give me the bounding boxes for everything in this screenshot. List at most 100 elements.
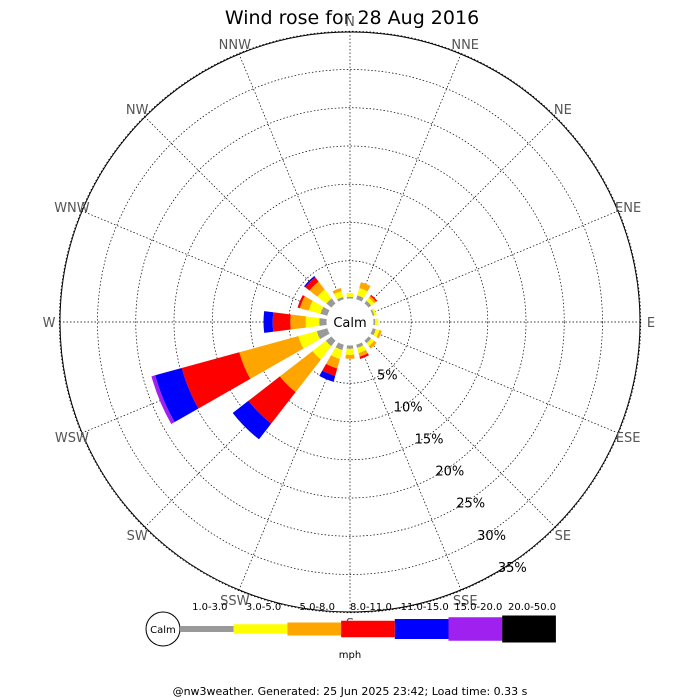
bar-sw-bin-5 bbox=[232, 400, 272, 440]
calm-circle bbox=[326, 298, 374, 346]
legend-swatch-5 bbox=[394, 619, 449, 639]
calm-center: Calm bbox=[326, 298, 374, 346]
legend-label-6: 15.0-20.0 bbox=[454, 602, 502, 613]
bar-wnw-bin-1 bbox=[320, 306, 331, 316]
grid-ring-4 bbox=[173, 145, 527, 499]
wind-bars bbox=[151, 276, 382, 440]
legend-swatch-1 bbox=[180, 626, 234, 632]
bar-ene-bin-2 bbox=[371, 308, 377, 316]
spoke-se bbox=[366, 338, 556, 528]
bar-sse-bin-4 bbox=[359, 353, 369, 359]
bar-s-bin-3 bbox=[345, 354, 355, 359]
legend-swatch-2 bbox=[233, 624, 288, 634]
legend-swatch-3 bbox=[287, 622, 342, 636]
grid-ring-1 bbox=[288, 260, 412, 384]
bar-w-bin-2 bbox=[305, 316, 320, 328]
grid-ring-6 bbox=[97, 69, 603, 575]
bar-se-bin-3 bbox=[368, 340, 377, 349]
legend-swatch-4 bbox=[341, 620, 395, 638]
spoke-ssw bbox=[238, 343, 342, 591]
bar-sse-bin-2 bbox=[357, 345, 366, 354]
bar-nw-bin-2 bbox=[317, 289, 332, 304]
calm-label: Calm bbox=[333, 316, 366, 331]
speed-legend: Calm 1.0-3.0 3.0-5.0 5.0-8.0 8.0-11.0 11.0-15… bbox=[145, 602, 556, 661]
bar-nw-bin-4 bbox=[305, 277, 319, 291]
bar-wsw-bin-1 bbox=[316, 328, 331, 340]
spoke-nw bbox=[144, 116, 334, 306]
bar-nw-bin-5 bbox=[304, 276, 316, 288]
direction-label-n: N bbox=[345, 15, 355, 30]
ring-labels: 5% 10% 15% 20% 25% 30% 35% bbox=[377, 368, 527, 575]
bar-ssw-bin-4 bbox=[322, 363, 338, 376]
direction-label-ese: ESE bbox=[616, 431, 641, 446]
bar-ssw-bin-5 bbox=[319, 370, 336, 382]
ring-label-7: 35% bbox=[498, 561, 527, 576]
legend-calm-label: Calm bbox=[150, 625, 176, 636]
direction-label-sse: SSE bbox=[453, 594, 478, 609]
bar-wsw-bin-5 bbox=[155, 368, 199, 423]
grid-ring-2 bbox=[250, 222, 450, 422]
legend-label-3: 5.0-8.0 bbox=[300, 602, 335, 613]
bar-nnw-bin-2 bbox=[334, 290, 344, 300]
spoke-sse bbox=[358, 343, 462, 591]
ring-label-4: 20% bbox=[435, 465, 464, 480]
bar-sw-bin-1 bbox=[325, 336, 336, 347]
bar-nne-bin-3 bbox=[359, 282, 371, 292]
bar-nnw-bin-1 bbox=[337, 296, 344, 303]
bar-sse-bin-1 bbox=[356, 341, 364, 348]
bar-wsw-bin-2 bbox=[298, 331, 321, 349]
legend-label-2: 3.0-5.0 bbox=[246, 602, 281, 613]
bar-w-bin-4 bbox=[272, 312, 291, 332]
ring-label-5: 25% bbox=[456, 497, 485, 512]
direction-label-ssw: SSW bbox=[220, 594, 250, 609]
bar-sw-bin-3 bbox=[279, 351, 321, 393]
bar-sse-bin-3 bbox=[358, 349, 368, 357]
legend-label-5: 11.0-15.0 bbox=[401, 602, 449, 613]
direction-label-w: W bbox=[43, 316, 56, 331]
bar-ssw-bin-3 bbox=[326, 355, 340, 369]
spoke-ese bbox=[371, 330, 619, 434]
bar-w-bin-1 bbox=[319, 318, 328, 326]
bar-wsw-bin-6 bbox=[151, 375, 175, 424]
bar-w-bin-3 bbox=[290, 314, 306, 330]
ring-label-1: 5% bbox=[377, 368, 398, 383]
bar-nw-bin-3 bbox=[309, 281, 325, 297]
legend-unit: mph bbox=[339, 650, 361, 661]
bar-ene-bin-1 bbox=[369, 309, 375, 316]
bar-sw-bin-4 bbox=[248, 376, 296, 424]
legend-label-1: 1.0-3.0 bbox=[192, 602, 227, 613]
bar-s-bin-2 bbox=[345, 348, 355, 355]
spoke-ne bbox=[366, 116, 556, 306]
legend-label-4: 8.0-11.0 bbox=[350, 602, 392, 613]
bar-wsw-bin-4 bbox=[181, 352, 251, 409]
ring-label-2: 10% bbox=[394, 400, 423, 415]
direction-label-wsw: WSW bbox=[55, 431, 89, 446]
bar-e-bin-2 bbox=[375, 318, 379, 326]
bar-ese-bin-2 bbox=[373, 329, 380, 338]
legend-swatch-7 bbox=[502, 615, 556, 643]
direction-label-sw: SW bbox=[127, 529, 148, 544]
grid-ring-5 bbox=[135, 107, 565, 537]
spoke-nnw bbox=[238, 53, 342, 301]
bar-ne-bin-4 bbox=[370, 294, 378, 302]
bar-wnw-bin-3 bbox=[299, 296, 313, 311]
bar-ne-bin-1 bbox=[364, 300, 372, 308]
bar-ssw-bin-2 bbox=[331, 347, 343, 359]
bar-nne-bin-2 bbox=[357, 288, 368, 299]
footer-text: @nw3weather. Generated: 25 Jun 2025 23:4… bbox=[173, 685, 528, 698]
bar-s-bin-1 bbox=[346, 344, 354, 349]
direction-label-nw: NW bbox=[126, 103, 149, 118]
bar-sw-bin-2 bbox=[312, 340, 332, 360]
bar-ese-bin-3 bbox=[376, 330, 382, 339]
spoke-wnw bbox=[81, 210, 329, 314]
grid-ring-7 bbox=[58, 30, 642, 614]
bar-w-bin-5 bbox=[263, 311, 274, 333]
legend-label-7: 20.0-50.0 bbox=[508, 602, 556, 613]
direction-label-se: SE bbox=[555, 529, 571, 544]
chart-title: Wind rose for 28 Aug 2016 bbox=[225, 7, 479, 29]
bar-ne-bin-3 bbox=[368, 295, 377, 304]
direction-label-nne: NNE bbox=[451, 38, 479, 53]
legend-swatch-6 bbox=[448, 617, 503, 641]
bar-wnw-bin-4 bbox=[297, 295, 305, 309]
